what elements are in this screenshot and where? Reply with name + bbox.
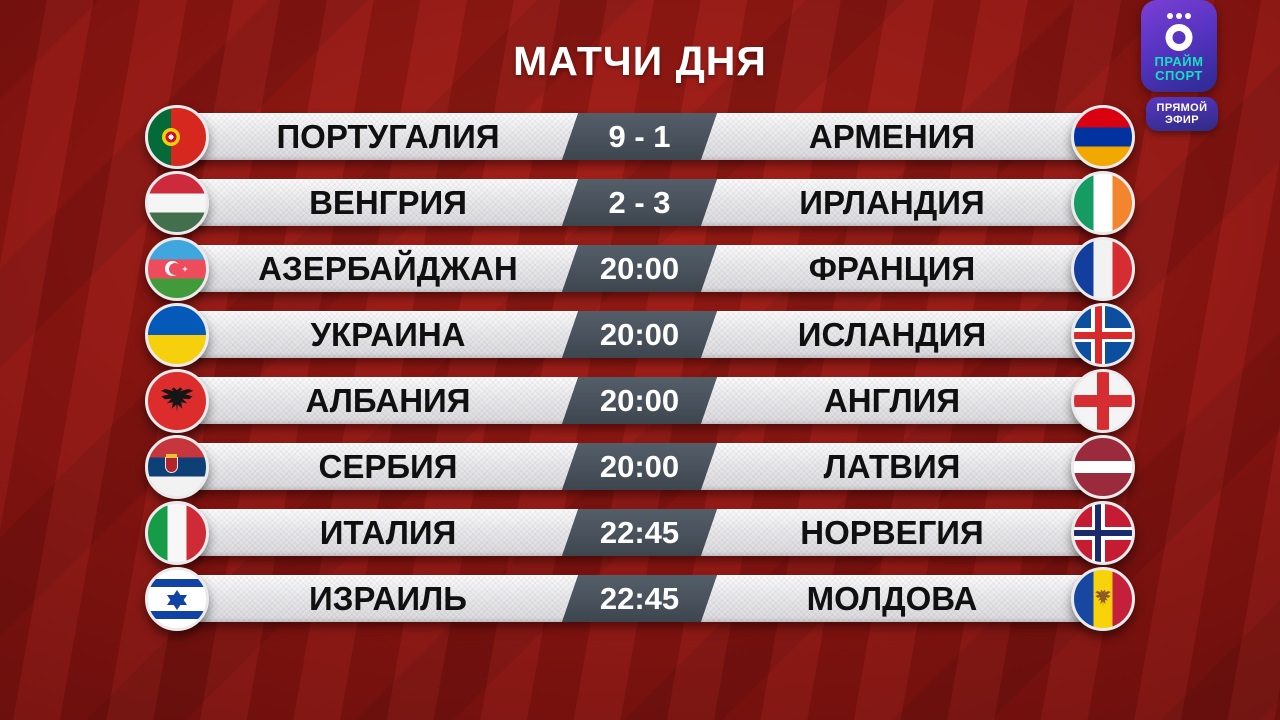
score-or-time: 20:00 — [599, 317, 680, 352]
score-or-time: 22:45 — [599, 581, 680, 616]
live-badge-line2: ЭФИР — [1165, 114, 1199, 126]
away-flag-icon — [1071, 501, 1135, 565]
channel-name-line2: СПОРТ — [1155, 68, 1203, 83]
score-or-time: 2 - 3 — [608, 185, 671, 220]
flag-emblem — [165, 261, 181, 276]
flag-emblem — [167, 587, 187, 611]
match-row: АЗЕРБАЙДЖАН 20:00 ФРАНЦИЯ — [0, 237, 1280, 301]
match-list: ПОРТУГАЛИЯ 9 - 1 АРМЕНИЯ ВЕНГРИЯ 2 - 3 И… — [0, 105, 1280, 641]
match-row: ИТАЛИЯ 22:45 НОРВЕГИЯ — [0, 501, 1280, 565]
flag-emblem — [165, 454, 178, 473]
score-or-time: 22:45 — [599, 515, 680, 550]
away-flag-icon — [1071, 303, 1135, 367]
home-team-name: АЛБАНИЯ — [305, 382, 471, 419]
away-flag-icon — [1071, 369, 1135, 433]
channel-name-line1: ПРАЙМ — [1154, 54, 1204, 69]
match-row: ПОРТУГАЛИЯ 9 - 1 АРМЕНИЯ — [0, 105, 1280, 169]
home-flag-icon — [145, 105, 209, 169]
away-flag-icon — [1071, 237, 1135, 301]
away-flag-icon — [1071, 171, 1135, 235]
away-flag-icon — [1071, 105, 1135, 169]
flag-emblem — [162, 128, 180, 146]
away-team-name: НОРВЕГИЯ — [800, 514, 984, 551]
home-team-name: ИЗРАИЛЬ — [309, 580, 467, 617]
home-team-name: ИТАЛИЯ — [319, 514, 457, 551]
flag-emblem — [160, 387, 194, 413]
score-or-time: 20:00 — [599, 383, 680, 418]
match-row: УКРАИНА 20:00 ИСЛАНДИЯ — [0, 303, 1280, 367]
score-or-time: 20:00 — [599, 251, 680, 286]
home-team-name: ПОРТУГАЛИЯ — [276, 118, 500, 155]
match-row: СЕРБИЯ 20:00 ЛАТВИЯ — [0, 435, 1280, 499]
match-row: ИЗРАИЛЬ 22:45 МОЛДОВА — [0, 567, 1280, 631]
logo-dots-icon — [1167, 13, 1191, 19]
logo-ring-icon — [1165, 24, 1193, 51]
home-flag-icon — [145, 435, 209, 499]
away-team-name: ИРЛАНДИЯ — [799, 184, 985, 221]
away-team-name: МОЛДОВА — [806, 580, 978, 617]
live-badge: ПРЯМОЙ ЭФИР — [1146, 97, 1218, 131]
score-or-time: 9 - 1 — [608, 119, 671, 154]
home-flag-icon — [145, 237, 209, 301]
match-row: АЛБАНИЯ 20:00 АНГЛИЯ — [0, 369, 1280, 433]
flag-emblem — [1095, 589, 1111, 607]
home-team-name: АЗЕРБАЙДЖАН — [258, 250, 518, 287]
away-team-name: ИСЛАНДИЯ — [797, 316, 987, 353]
away-team-name: ФРАНЦИЯ — [808, 250, 976, 287]
home-team-name: УКРАИНА — [310, 316, 466, 353]
away-flag-icon — [1071, 567, 1135, 631]
home-flag-icon — [145, 369, 209, 433]
away-team-name: АРМЕНИЯ — [808, 118, 976, 155]
away-team-name: ЛАТВИЯ — [823, 448, 961, 485]
channel-logo: ПРАЙМ СПОРТ — [1141, 0, 1217, 92]
home-flag-icon — [145, 303, 209, 367]
home-team-name: СЕРБИЯ — [318, 448, 458, 485]
match-row: ВЕНГРИЯ 2 - 3 ИРЛАНДИЯ — [0, 171, 1280, 235]
away-flag-icon — [1071, 435, 1135, 499]
channel-name: ПРАЙМ СПОРТ — [1141, 55, 1217, 83]
page-title: МАТЧИ ДНЯ — [513, 38, 767, 84]
home-flag-icon — [145, 171, 209, 235]
home-team-name: ВЕНГРИЯ — [309, 184, 467, 221]
home-flag-icon — [145, 501, 209, 565]
score-or-time: 20:00 — [599, 449, 680, 484]
home-flag-icon — [145, 567, 209, 631]
live-badge-line1: ПРЯМОЙ — [1156, 102, 1208, 114]
away-team-name: АНГЛИЯ — [823, 382, 961, 419]
